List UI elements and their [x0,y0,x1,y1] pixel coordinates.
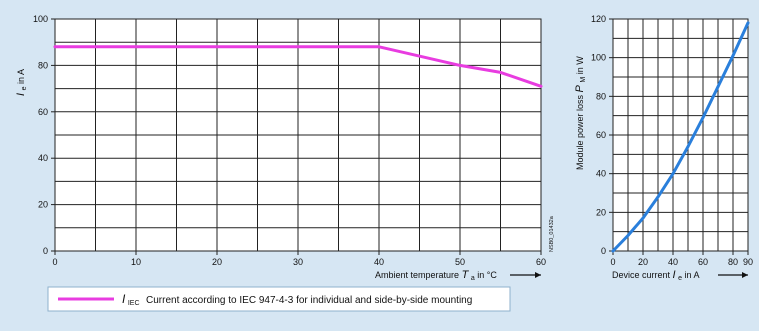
y-tick-label: 60 [38,107,48,117]
x-tick-label: 40 [374,257,384,267]
legend-symbol: I [122,292,126,306]
y-tick-label: 0 [43,246,48,256]
legend: I IEC Current according to IEC 947-4-3 f… [47,286,511,312]
x-tick-label: 0 [610,257,615,267]
left-ylabel: I [15,93,27,96]
right-chart: 0 20 40 60 80 90 0 20 40 60 80 100 120 Device curren… [574,14,753,282]
y-tick-label: 80 [596,91,606,101]
left-xlabel-unit: in °C [477,270,497,280]
y-tick-label: 100 [33,14,48,24]
y-tick-label: 20 [596,207,606,217]
left-y-axis-label: I e in A [15,69,28,96]
x-tick-label: 30 [293,257,303,267]
legend-box [47,286,511,312]
left-grid [55,19,541,251]
x-tick-label: 90 [743,257,753,267]
x-tick-label: 80 [728,257,738,267]
left-side-code: NSB0_01432a [549,215,555,252]
right-xlabel-unit: in A [685,270,700,280]
left-xlabel-symbol-sub: a [471,275,475,282]
x-tick-label: 40 [668,257,678,267]
svg-text:Module power loss P: Module power loss P M in W [574,56,587,170]
right-xlabel-symbol-sub: e [678,275,682,282]
left-chart: 0 10 20 30 40 50 60 0 20 40 60 80 100 NSB0_01432a Am… [15,14,555,282]
legend-symbol-sub: IEC [128,300,140,307]
right-ticks: 0 20 40 60 80 90 0 20 40 60 80 100 120 [591,14,753,267]
y-tick-label: 120 [591,14,606,24]
y-tick-label: 40 [38,153,48,163]
left-ticks: 0 10 20 30 40 50 60 0 20 40 60 80 100 [33,14,546,267]
left-ylabel-unit: in A [16,69,26,84]
right-ylabel-symbol: P [574,84,586,92]
x-tick-label: 20 [638,257,648,267]
x-tick-label: 60 [536,257,546,267]
right-ylabel-unit: in W [575,56,585,75]
right-ylabel-symbol-sub: M [580,77,587,83]
legend-text: Current according to IEC 947-4-3 for ind… [146,295,472,306]
right-xlabel-symbol: I [673,269,676,281]
legend-symbol-group: I IEC [122,292,140,307]
right-series [611,21,750,253]
series-line-i_iec [53,45,543,88]
series-line-p_m [611,21,750,253]
x-tick-label: 20 [212,257,222,267]
right-x-axis-label: Device current I e in A [612,269,748,282]
svg-text:Device current I: Device current I e in A [612,269,700,282]
x-tick-label: 50 [455,257,465,267]
y-tick-label: 60 [596,130,606,140]
x-tick-label: 60 [698,257,708,267]
x-tick-label: 10 [131,257,141,267]
right-y-axis-label: Module power loss P M in W [574,56,587,170]
right-xlabel: Device current [612,270,671,280]
left-ylabel-sub: e [21,86,28,90]
y-tick-label: 80 [38,60,48,70]
left-series [53,45,543,88]
x-tick-label: 0 [52,257,57,267]
y-tick-label: 0 [601,246,606,256]
left-xlabel-symbol: T [462,269,470,281]
y-tick-label: 100 [591,53,606,63]
right-ylabel: Module power loss [575,94,585,170]
y-tick-label: 20 [38,200,48,210]
left-x-axis-label: Ambient temperature T a in °C [375,269,541,282]
svg-text:Ambient temperature T: Ambient temperature T a in °C [375,269,497,282]
left-xlabel: Ambient temperature [375,270,459,280]
y-tick-label: 40 [596,169,606,179]
svg-text:I e in A: I e in A [15,69,28,96]
